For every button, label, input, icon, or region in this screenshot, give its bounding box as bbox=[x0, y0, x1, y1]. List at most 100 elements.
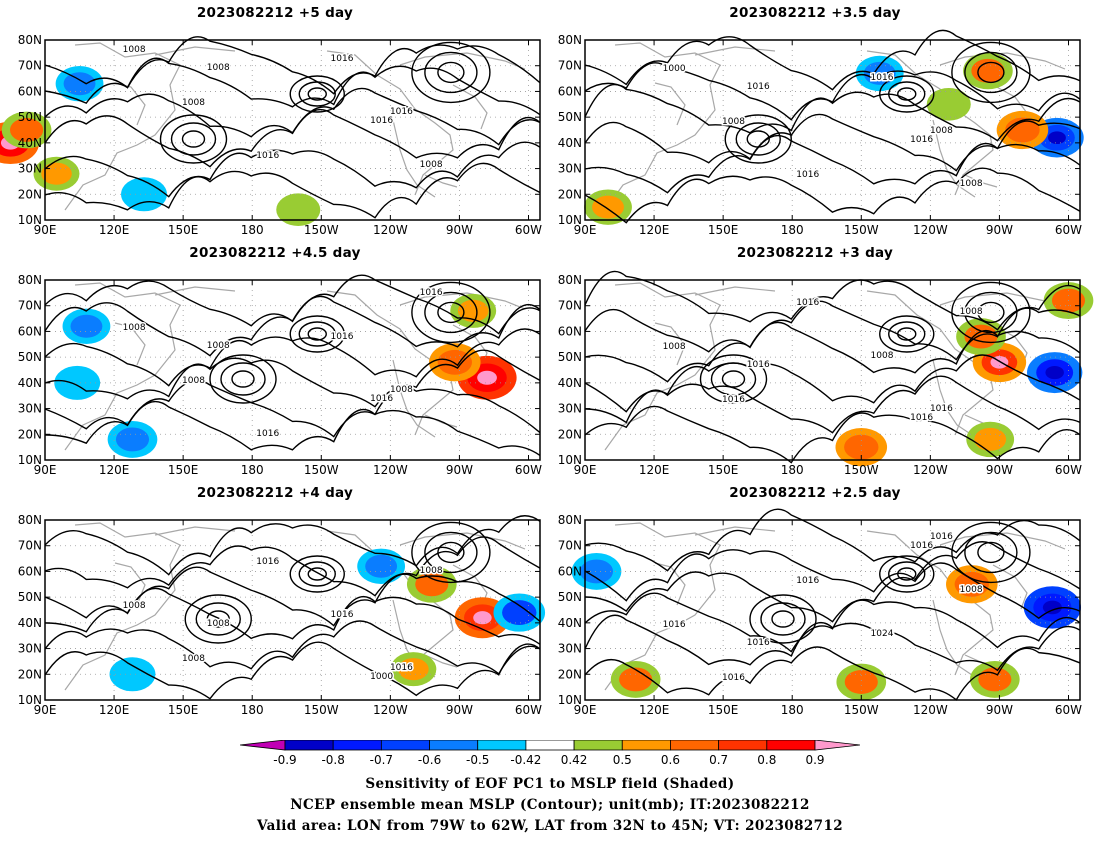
contour-label: 1008 bbox=[871, 351, 894, 361]
map-frame bbox=[584, 39, 1081, 221]
lat-tick-label: 30N bbox=[18, 402, 42, 416]
contour-label: 1016 bbox=[722, 673, 745, 683]
mslp-contours bbox=[584, 508, 1081, 701]
contour-label: 1016 bbox=[256, 429, 279, 439]
lat-tick-label: 80N bbox=[558, 273, 582, 287]
contour-label: 1016 bbox=[796, 170, 819, 180]
lon-tick-label: 180 bbox=[781, 463, 804, 477]
contour-label: 1016 bbox=[747, 82, 770, 92]
mslp-contours bbox=[44, 274, 541, 456]
lon-tick-label: 90E bbox=[574, 463, 597, 477]
map-frame bbox=[44, 279, 541, 461]
colorbar: -0.9 -0.8 -0.7 -0.6 -0.5 -0.42 0.42 0.5 0.6 0.7 0.… bbox=[240, 740, 860, 767]
contour-label: 1008 bbox=[182, 98, 205, 108]
lat-tick-label: 10N bbox=[18, 693, 42, 707]
contour-label: 1016 bbox=[910, 541, 933, 551]
map-frame bbox=[44, 519, 541, 701]
sensitivity-blob bbox=[996, 110, 1049, 150]
map-panel-5: 2023082212 +4 day 1008 1008 1016 1016 1016 10… bbox=[5, 485, 546, 717]
contour-label: 1008 bbox=[390, 385, 413, 395]
colorbar-swatch bbox=[573, 740, 623, 751]
sensitivity-blob bbox=[62, 308, 111, 344]
lat-tick-label: 10N bbox=[18, 213, 42, 227]
lon-tick-label: 60W bbox=[1055, 463, 1082, 477]
colorbar-swatch bbox=[284, 740, 334, 751]
grid-lines bbox=[585, 520, 1080, 700]
contour-label: 1008 bbox=[182, 654, 205, 664]
lon-tick-label: 60W bbox=[515, 223, 542, 237]
colorbar-label: 0.8 bbox=[757, 753, 776, 767]
lon-tick-label: 90E bbox=[34, 223, 57, 237]
mslp-contours bbox=[584, 270, 1081, 464]
contour-label: 1016 bbox=[331, 332, 354, 342]
sensitivity-blob bbox=[926, 87, 971, 121]
colorbar-swatch bbox=[477, 740, 527, 751]
colorbar-label: -0.8 bbox=[321, 753, 344, 767]
sensitivity-blob bbox=[357, 548, 406, 584]
lon-tick-label: 120W bbox=[373, 703, 408, 717]
contour-label: 1016 bbox=[390, 663, 413, 673]
sensitivity-blob bbox=[55, 66, 104, 102]
map-frame bbox=[44, 39, 541, 221]
contour-label: 1016 bbox=[747, 360, 770, 370]
contour-label: 1024 bbox=[871, 629, 894, 639]
lon-tick-label: 90W bbox=[446, 223, 473, 237]
contour-label: 1008 bbox=[207, 619, 230, 629]
contour-label: 1008 bbox=[182, 376, 205, 386]
contour-label: 1016 bbox=[796, 576, 819, 586]
colorbar-label: -0.7 bbox=[370, 753, 393, 767]
lat-tick-label: 80N bbox=[18, 33, 42, 47]
sensitivity-blob bbox=[107, 421, 158, 458]
colorbar-label: 0.5 bbox=[613, 753, 632, 767]
caption-line-1: Sensitivity of EOF PC1 to MSLP field (Sh… bbox=[365, 776, 735, 792]
contour-label: 1016 bbox=[370, 394, 393, 404]
lat-tick-label: 20N bbox=[18, 667, 42, 681]
contour-label: 1016 bbox=[747, 638, 770, 648]
grid-lines bbox=[45, 520, 540, 700]
lat-tick-label: 80N bbox=[558, 513, 582, 527]
map-panel-1: 2023082212 +5 day 1008 1008 1016 1016 1016 10… bbox=[0, 5, 545, 237]
lat-tick-label: 50N bbox=[558, 590, 582, 604]
lat-tick-label: 10N bbox=[18, 453, 42, 467]
lon-tick-label: 90W bbox=[446, 463, 473, 477]
lat-tick-label: 40N bbox=[558, 376, 582, 390]
lat-tick-label: 20N bbox=[558, 667, 582, 681]
contour-label: 1016 bbox=[331, 54, 354, 64]
panel-title: 2023082212 +2.5 day bbox=[729, 485, 901, 501]
lon-tick-label: 90W bbox=[986, 223, 1013, 237]
sensitivity-map: 1008 1008 1016 1016 1016 1008 1008 1000 10N 20N 30… bbox=[18, 513, 546, 717]
contour-label: 1016 bbox=[256, 557, 279, 567]
lon-tick-label: 120W bbox=[913, 463, 948, 477]
contour-label: 1016 bbox=[331, 610, 354, 620]
lon-tick-label: 120E bbox=[639, 223, 670, 237]
lon-tick-label: 150E bbox=[168, 463, 199, 477]
sensitivity-blob bbox=[493, 593, 546, 632]
lon-tick-label: 90W bbox=[986, 463, 1013, 477]
lon-tick-label: 90E bbox=[574, 223, 597, 237]
lon-tick-label: 150E bbox=[168, 223, 199, 237]
panel-title: 2023082212 +3.5 day bbox=[729, 5, 901, 21]
lon-tick-label: 150W bbox=[844, 703, 879, 717]
mslp-contours bbox=[44, 36, 541, 219]
contour-label: 1008 bbox=[123, 45, 146, 55]
sensitivity-blob bbox=[1, 111, 52, 149]
contour-label: 1016 bbox=[390, 107, 413, 117]
lon-tick-label: 90W bbox=[986, 703, 1013, 717]
contour-label: 1008 bbox=[722, 117, 745, 127]
contour-label: 1008 bbox=[123, 601, 146, 611]
lat-tick-label: 50N bbox=[18, 110, 42, 124]
sensitivity-blob bbox=[946, 565, 998, 604]
lat-tick-label: 30N bbox=[558, 402, 582, 416]
lon-tick-label: 120E bbox=[99, 703, 130, 717]
sensitivity-map: 1016101610161024101610081016101610N20N30… bbox=[558, 508, 1082, 717]
lat-tick-label: 50N bbox=[558, 110, 582, 124]
mslp-contours bbox=[584, 29, 1081, 224]
lat-tick-label: 30N bbox=[558, 642, 582, 656]
lon-tick-label: 120W bbox=[373, 223, 408, 237]
lat-tick-label: 40N bbox=[558, 616, 582, 630]
lon-tick-label: 180 bbox=[781, 223, 804, 237]
lat-tick-label: 80N bbox=[18, 513, 42, 527]
lat-tick-label: 80N bbox=[18, 273, 42, 287]
lon-tick-label: 150W bbox=[304, 223, 339, 237]
lat-tick-label: 70N bbox=[558, 299, 582, 313]
